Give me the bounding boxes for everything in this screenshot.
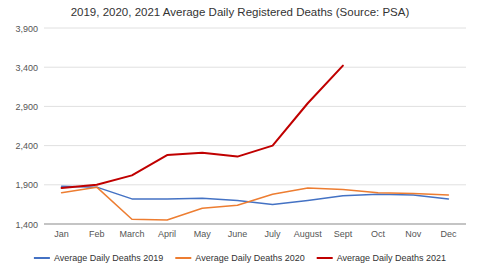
x-tick-label: Sept <box>334 229 353 239</box>
x-tick-label: Jan <box>54 229 69 239</box>
chart: 2019, 2020, 2021 Average Daily Registere… <box>0 0 480 270</box>
title: 2019, 2020, 2021 Average Daily Registere… <box>71 6 410 18</box>
plot-area <box>62 66 449 220</box>
grid-line <box>44 106 466 107</box>
series-line <box>62 66 343 188</box>
x-tick-label: May <box>194 229 212 239</box>
x-tick-label: June <box>228 229 248 239</box>
legend-swatch <box>175 257 191 259</box>
series-line <box>62 186 449 204</box>
grid-line <box>44 184 466 185</box>
y-tick-label: 3,400 <box>15 63 38 73</box>
x-axis-line <box>44 224 466 225</box>
series-line <box>62 187 449 220</box>
grid-line <box>44 28 466 29</box>
x-tick-label: Oct <box>371 229 386 239</box>
legend-label: Average Daily Deaths 2019 <box>54 253 163 263</box>
y-tick-label: 1,400 <box>15 220 38 230</box>
x-tick-label: August <box>294 229 323 239</box>
legend-label: Average Daily Deaths 2021 <box>337 253 446 263</box>
grid-line <box>44 224 466 225</box>
grid-line <box>44 67 466 68</box>
x-tick-label: April <box>158 229 176 239</box>
grid <box>44 28 466 224</box>
y-tick-label: 1,900 <box>15 180 38 190</box>
y-tick-label: 3,900 <box>15 24 38 34</box>
x-tick-label: March <box>119 229 144 239</box>
x-tick-label: Feb <box>89 229 105 239</box>
y-tick-label: 2,400 <box>15 141 38 151</box>
legend: Average Daily Deaths 2019 Average Daily D… <box>34 253 446 263</box>
x-tick-label: July <box>265 229 282 239</box>
grid-line <box>44 145 466 146</box>
x-tick-label: Dec <box>440 229 457 239</box>
legend-swatch <box>317 257 333 259</box>
x-tick-label: Nov <box>405 229 422 239</box>
legend-label: Average Daily Deaths 2020 <box>195 253 304 263</box>
legend-swatch <box>34 257 50 259</box>
y-tick-label: 2,900 <box>15 102 38 112</box>
